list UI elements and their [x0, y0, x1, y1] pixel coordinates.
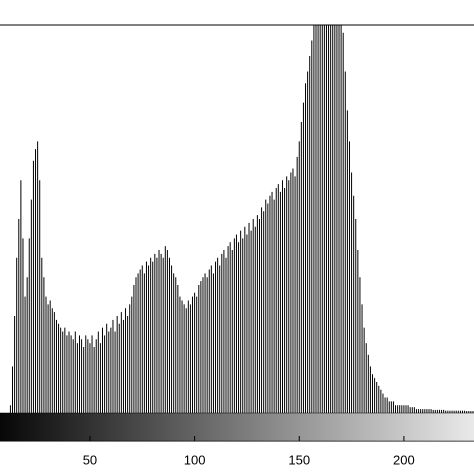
x-tick-label: 50 [83, 452, 97, 467]
x-tick-label: 150 [288, 452, 310, 467]
x-tick-label: 100 [184, 452, 206, 467]
intensity-strip [0, 412, 474, 442]
x-tick-label: 200 [393, 452, 415, 467]
